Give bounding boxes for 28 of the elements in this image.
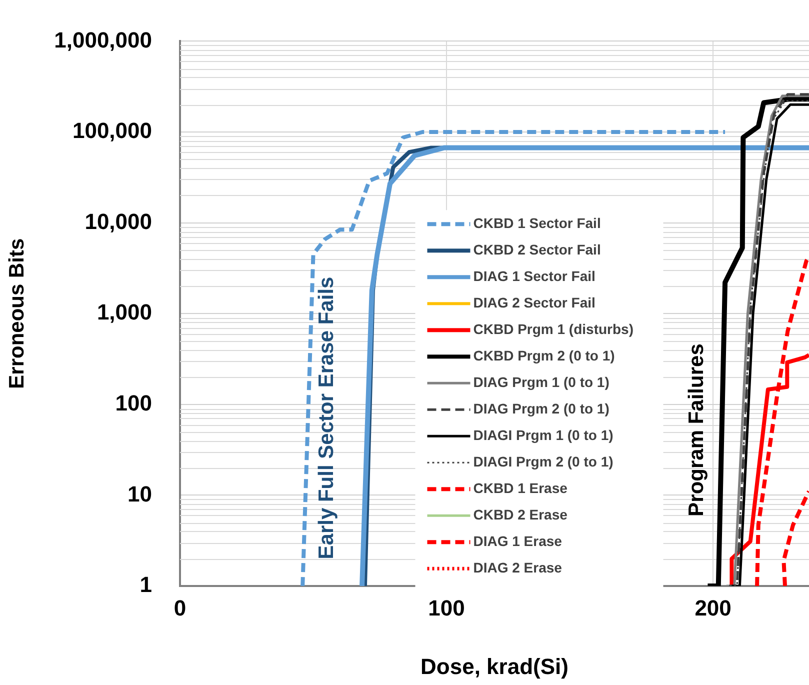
legend-label: CKBD 2 Erase bbox=[473, 506, 568, 522]
legend-label: CKBD Prgm 1 (disturbs) bbox=[473, 320, 634, 337]
legend-label: CKBD 1 Sector Fail bbox=[473, 214, 601, 231]
x-tick-label: 200 bbox=[694, 595, 732, 620]
legend-label: DIAG 1 Sector Fail bbox=[473, 268, 596, 284]
y-tick-label: 100,000 bbox=[72, 118, 152, 144]
y-tick-label: 100 bbox=[115, 390, 152, 416]
x-axis-title: Dose, krad(Si) bbox=[420, 654, 568, 679]
legend-label: DIAG 2 Sector Fail bbox=[473, 294, 596, 310]
legend-label: CKBD 1 Erase bbox=[473, 480, 568, 496]
legend-label: DIAGI Prgm 2 (0 to 1) bbox=[473, 453, 614, 470]
legend-label: CKBD 2 Sector Fail bbox=[473, 241, 601, 258]
legend-label: DIAG 1 Erase bbox=[473, 532, 562, 549]
legend-label: DIAGI Prgm 1 (0 to 1) bbox=[473, 426, 614, 443]
legend-label: DIAG Prgm 2 (0 to 1) bbox=[473, 400, 610, 416]
x-tick-label: 0 bbox=[174, 595, 186, 620]
legend-label: DIAG Prgm 1 (0 to 1) bbox=[473, 374, 610, 390]
y-tick-label: 1 bbox=[140, 572, 152, 598]
y-tick-label: 10,000 bbox=[84, 208, 152, 234]
y-tick-label: 1,000,000 bbox=[54, 27, 152, 52]
legend-label: CKBD Prgm 2 (0 to 1) bbox=[473, 347, 615, 364]
y-axis-title: Erroneous Bits bbox=[5, 238, 28, 389]
annotation: Program Failures bbox=[684, 344, 708, 516]
legend-label: DIAG 2 Erase bbox=[473, 559, 562, 576]
x-tick-label: 100 bbox=[428, 595, 465, 620]
y-tick-label: 1,000 bbox=[96, 300, 152, 325]
y-tick-label: 10 bbox=[128, 481, 152, 506]
annotation: Early Full Sector Erase Fails bbox=[314, 276, 338, 560]
